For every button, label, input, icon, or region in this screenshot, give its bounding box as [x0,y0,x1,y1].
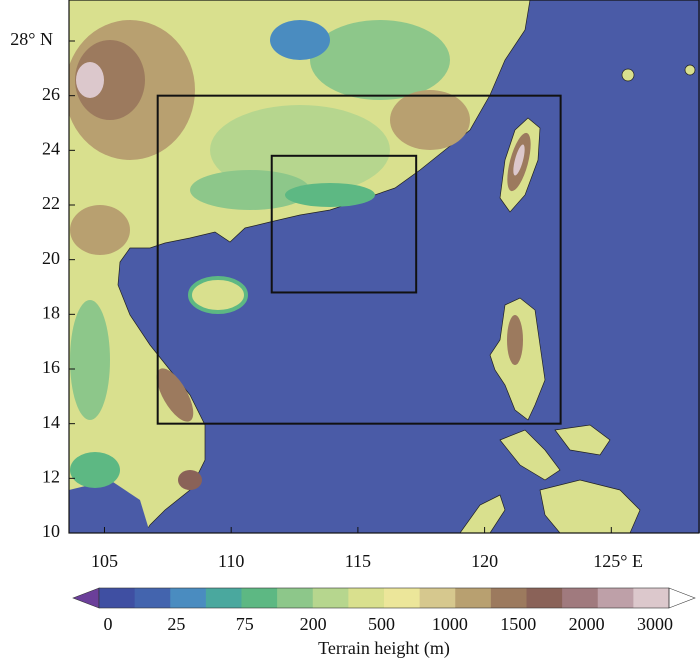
colorbar-bin [455,588,492,608]
y-tick-label: 20 [42,248,60,268]
colorbar-label: 2000 [569,614,605,634]
colorbar-label: 1000 [432,614,468,634]
hainan [188,276,248,314]
y-tick-label: 26 [42,84,60,104]
y-tick-label: 22 [42,193,60,213]
colorbar-bin [348,588,385,608]
x-tick-label: 125° E [593,551,643,571]
y-tick-label: 10 [42,521,60,541]
colorbar-label: 0 [104,614,113,634]
colorbar-label: 200 [300,614,327,634]
colorbar-bin [312,588,349,608]
map-frame [68,0,700,534]
colorbar-label: 25 [167,614,185,634]
colorbar-bin [490,588,527,608]
x-tick-label: 120 [471,551,498,571]
colorbar-label: 1500 [500,614,536,634]
y-tick-label: 18 [42,302,60,322]
colorbar-bin [419,588,456,608]
colorbar-label: 75 [236,614,254,634]
colorbar-title: Terrain height (m) [318,638,450,659]
colorbar-frame [98,587,670,609]
colorbar-bin [170,588,207,608]
colorbar-bin [526,588,563,608]
colorbar-bin [277,588,314,608]
colorbar-label: 500 [368,614,395,634]
terrain-patches [69,20,470,490]
y-tick-label: 16 [42,357,60,377]
colorbar-bin [384,588,421,608]
taiwan [499,117,541,213]
x-tick-label: 110 [218,551,244,571]
y-tick-label: 12 [42,466,60,486]
domain-box [270,154,418,294]
colorbar-bin [205,588,242,608]
colorbar-arrow [668,587,696,609]
colorbar-bin [562,588,599,608]
y-tick-label: 28° N [10,29,53,49]
colorbar-bin [134,588,171,608]
colorbar-bin [597,588,634,608]
domain-box [156,94,562,425]
colorbar-label: 3000 [637,614,673,634]
colorbar-arrow [72,587,100,609]
colorbar-bin [241,588,278,608]
colorbar-bin [99,588,136,608]
philippines [459,64,696,533]
y-tick-label: 14 [42,412,60,432]
colorbar-bin [633,588,670,608]
map-area [69,0,700,533]
gulf [69,480,150,533]
x-tick-label: 105 [91,551,118,571]
y-tick-label: 24 [42,138,60,158]
x-tick-label: 115 [345,551,371,571]
